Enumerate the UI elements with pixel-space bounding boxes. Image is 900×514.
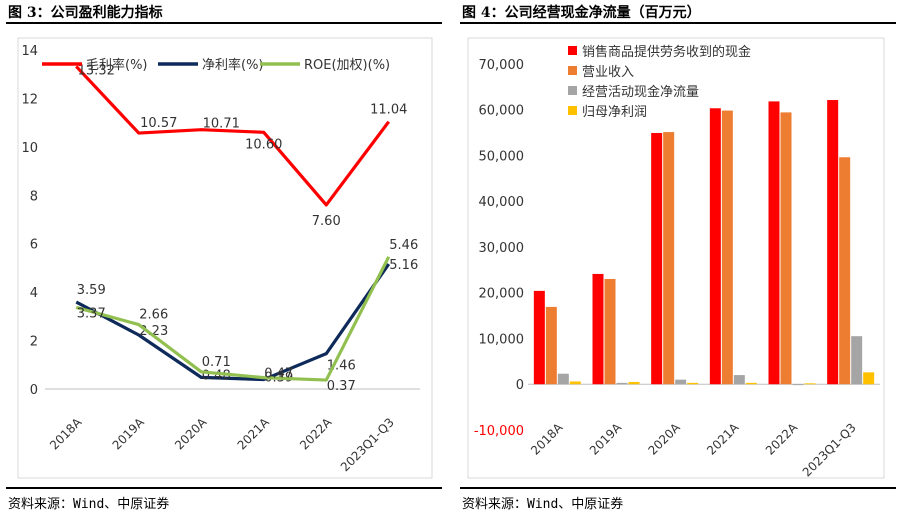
data-label: 5.16 — [389, 258, 418, 273]
legend-label: 毛利率(%) — [86, 57, 148, 73]
bar — [545, 306, 557, 385]
right-footer-rule — [460, 487, 896, 489]
y-tick-label: 40,000 — [479, 195, 525, 210]
data-label: 2.23 — [139, 324, 168, 339]
x-tick-label: 2020A — [645, 420, 683, 458]
y-tick-label: 10,000 — [479, 332, 525, 347]
left-footer-rule — [6, 487, 442, 489]
bar — [721, 110, 733, 385]
bar — [663, 132, 675, 385]
series-line — [75, 256, 391, 382]
bar — [709, 108, 721, 385]
bar — [745, 382, 757, 385]
data-label: 10.57 — [140, 116, 177, 131]
legend-label: ROE(加权)(%) — [304, 57, 390, 73]
right-title-rule — [460, 22, 896, 24]
plot-frame — [467, 37, 885, 479]
data-label: 0.37 — [327, 379, 356, 394]
y-tick-label: 10 — [21, 141, 38, 156]
y-tick-label: 14 — [21, 44, 38, 59]
data-label: 2.66 — [139, 308, 168, 323]
y-tick-label: 60,000 — [479, 104, 525, 119]
legend-label: 经营活动现金净流量 — [582, 84, 699, 100]
left-title-rule — [6, 22, 442, 24]
bar — [533, 290, 545, 385]
y-tick-label: 30,000 — [479, 241, 525, 256]
series-line — [75, 65, 391, 207]
legend-label: 净利率(%) — [202, 57, 264, 73]
data-label: 3.59 — [77, 283, 106, 298]
x-tick-label: 2019A — [587, 420, 625, 458]
data-label: 0.71 — [202, 355, 231, 370]
bar — [863, 372, 875, 385]
bar — [768, 101, 780, 385]
bar — [651, 132, 663, 385]
data-label: 10.60 — [245, 137, 282, 152]
y-tick-label: 0 — [516, 378, 524, 393]
data-label: 11.04 — [370, 103, 407, 118]
legend-swatch — [568, 106, 577, 115]
y-tick-label: 12 — [21, 92, 38, 107]
bar — [557, 373, 569, 385]
series-line — [75, 263, 391, 382]
bar — [780, 112, 792, 385]
y-tick-label: 8 — [30, 189, 38, 204]
legend-swatch — [568, 46, 577, 55]
bar — [687, 382, 699, 385]
bar — [628, 381, 640, 385]
data-label: 5.46 — [389, 238, 418, 253]
left-source-note: 资料来源：Wind、中原证券 — [8, 497, 170, 512]
right-source-note: 资料来源：Wind、中原证券 — [462, 497, 624, 512]
left-panel-title: 图 3：公司盈利能力指标 — [8, 5, 163, 21]
data-label: 13.32 — [78, 63, 115, 78]
right-panel-title: 图 4：公司经营现金净流量（百万元） — [462, 5, 701, 21]
bar — [792, 384, 804, 386]
bar — [616, 382, 628, 385]
y-tick-label: 20,000 — [479, 287, 525, 302]
legend-swatch — [568, 86, 577, 95]
y-tick-label: -10,000 — [474, 424, 524, 439]
bar — [604, 278, 616, 385]
bar — [827, 100, 839, 385]
y-tick-label: 6 — [30, 238, 38, 253]
x-tick-label: 2021A — [704, 420, 742, 458]
legend-label: 营业收入 — [582, 65, 634, 80]
bar — [851, 336, 863, 385]
y-tick-label: 4 — [30, 286, 38, 301]
data-label: 7.60 — [312, 214, 341, 229]
bar — [569, 381, 581, 385]
y-tick-label: 70,000 — [479, 58, 525, 73]
bar — [592, 273, 604, 385]
legend-label: 销售商品提供劳务收到的现金 — [582, 44, 751, 60]
legend-swatch — [568, 66, 577, 75]
x-tick-label: 2022A — [763, 420, 801, 458]
bar — [733, 375, 745, 385]
bar — [839, 157, 851, 385]
y-tick-label: 50,000 — [479, 149, 525, 164]
plot-frame — [17, 37, 433, 479]
x-tick-label: 2018A — [528, 420, 566, 458]
data-label: 3.37 — [77, 306, 106, 321]
bar — [675, 379, 687, 385]
data-label: 0.47 — [264, 367, 293, 382]
y-tick-label: 2 — [30, 335, 38, 350]
y-tick-label: 0 — [30, 383, 38, 398]
data-label: 10.71 — [203, 117, 240, 132]
legend-label: 归母净利润 — [582, 105, 647, 120]
bar — [804, 383, 816, 385]
x-tick-label: 2023Q1-Q3 — [800, 420, 859, 479]
